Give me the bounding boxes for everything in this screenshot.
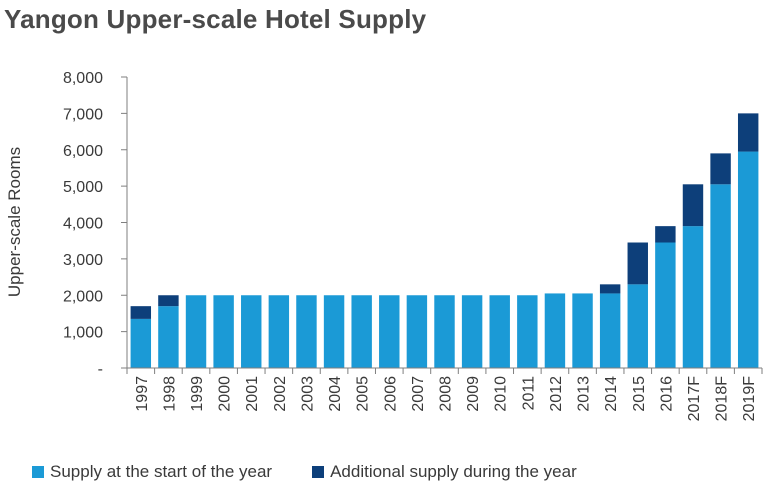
- bar-additional-supply: [655, 226, 676, 243]
- y-tick-label: 2,000: [63, 288, 103, 305]
- bar-additional-supply: [158, 295, 179, 307]
- stacked-bar-chart: - 1,000 2,000 3,000 4,000 5,000 6,000 7,000 8,00…: [5, 70, 763, 422]
- legend-label-start-supply: Supply at the start of the year: [50, 462, 273, 481]
- legend: Supply at the start of the year Addition…: [32, 462, 617, 482]
- bar-additional-supply: [130, 306, 152, 319]
- bar-start-supply: [379, 295, 400, 368]
- x-tick-label: 2000: [217, 376, 234, 412]
- x-tick-label: 2005: [355, 376, 372, 412]
- x-tick-label: 2013: [576, 376, 593, 412]
- legend-swatch-start-supply: [32, 466, 44, 478]
- x-tick-label: 2008: [438, 376, 455, 412]
- x-tick-label: 2012: [548, 376, 565, 412]
- bar-start-supply: [130, 318, 152, 368]
- x-tick-label: 2015: [631, 376, 648, 412]
- bar-start-supply: [489, 295, 510, 368]
- y-tick-label: 8,000: [63, 70, 103, 87]
- x-tick-label: 2018F: [714, 376, 731, 422]
- bar-start-supply: [461, 295, 483, 368]
- chart-title: Yangon Upper-scale Hotel Supply: [4, 4, 427, 34]
- x-tick-label: 2006: [382, 376, 399, 412]
- bar-start-supply: [185, 295, 207, 368]
- bar-start-supply: [351, 295, 372, 368]
- x-tick-label: 2011: [520, 376, 537, 411]
- bar-start-supply: [158, 306, 179, 368]
- bar-start-supply: [268, 295, 290, 368]
- x-tick-label: 2019F: [741, 376, 758, 422]
- x-tick-label: 1997: [134, 376, 151, 412]
- bar-start-supply: [296, 295, 317, 368]
- x-tick-label: 2004: [327, 376, 344, 412]
- bar-start-supply: [737, 151, 759, 368]
- x-tick-label: 2001: [244, 376, 261, 412]
- bar-start-supply: [572, 293, 593, 368]
- bar-start-supply: [406, 295, 428, 368]
- bar-start-supply: [434, 295, 455, 368]
- bar-start-supply: [517, 295, 538, 368]
- legend-item-additional-supply: Additional supply during the year: [312, 462, 577, 482]
- x-tick-label: 2007: [410, 376, 427, 412]
- bar-start-supply: [323, 295, 345, 368]
- bar-additional-supply: [682, 184, 704, 227]
- y-tick-label: 6,000: [63, 143, 103, 160]
- bar-start-supply: [682, 226, 704, 368]
- x-tick-label: 1998: [161, 376, 178, 412]
- bar-start-supply: [241, 295, 262, 368]
- bar-additional-supply: [599, 284, 621, 294]
- y-tick-label: 3,000: [63, 252, 103, 269]
- bar-start-supply: [627, 284, 648, 368]
- x-tick-label: 2017F: [686, 376, 703, 422]
- bar-start-supply: [213, 295, 234, 368]
- x-axis: 1997 1998 1999 2000 2001 2002 2003 2004 2005 2006…: [126, 367, 763, 422]
- bar-start-supply: [544, 293, 566, 368]
- y-tick-label: 7,000: [63, 106, 103, 123]
- x-tick-label: 2010: [493, 376, 510, 412]
- y-tick-label: 4,000: [63, 216, 103, 233]
- bar-start-supply: [599, 293, 621, 368]
- x-tick-label: 1999: [189, 376, 206, 412]
- bar-start-supply: [710, 184, 731, 368]
- x-tick-label: 2016: [658, 376, 675, 412]
- y-tick-label: 5,000: [63, 179, 103, 196]
- y-tick-label: 1,000: [63, 325, 103, 342]
- bar-additional-supply: [627, 242, 648, 285]
- y-tick-label: -: [98, 361, 103, 378]
- x-tick-label: 2009: [465, 376, 482, 412]
- bar-additional-supply: [737, 113, 759, 152]
- bar-additional-supply: [710, 153, 731, 185]
- x-tick-label: 2014: [603, 376, 620, 412]
- x-tick-label: 2002: [272, 376, 289, 412]
- x-tick-label: 2003: [299, 376, 316, 412]
- legend-item-start-supply: Supply at the start of the year: [32, 462, 272, 482]
- y-axis: - 1,000 2,000 3,000 4,000 5,000 6,000 7,000 8,00…: [63, 70, 128, 378]
- y-axis-label: Upper-scale Rooms: [5, 147, 24, 297]
- bars: [130, 113, 759, 368]
- legend-label-additional-supply: Additional supply during the year: [330, 462, 577, 481]
- legend-swatch-additional-supply: [312, 466, 325, 478]
- bar-start-supply: [655, 242, 676, 368]
